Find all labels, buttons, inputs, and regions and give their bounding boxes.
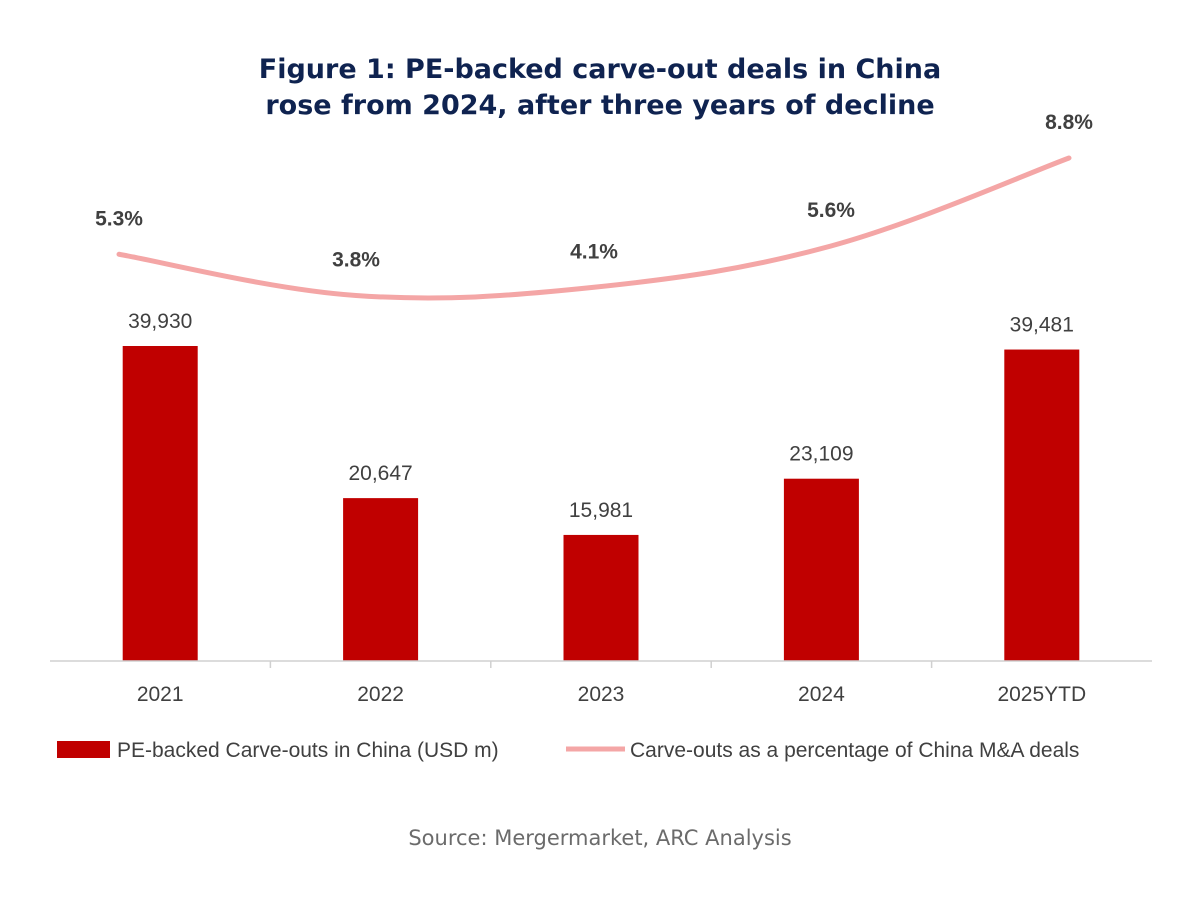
bar-value-labels: 39,930 20,647 15,981 23,109 39,481	[128, 310, 1074, 522]
title-line-2: rose from 2024, after three years of dec…	[265, 90, 935, 121]
bar-2021	[122, 346, 198, 661]
x-tick-label-2024: 2024	[798, 683, 845, 706]
bar-label-2023: 15,981	[569, 499, 633, 522]
bar-series	[122, 346, 1080, 661]
x-tick-label-2025YTD: 2025YTD	[997, 683, 1086, 706]
x-axis-ticks	[269, 661, 933, 668]
line-label-2021: 5.3%	[95, 207, 143, 230]
line-label-2023: 4.1%	[570, 240, 618, 263]
bar-label-2025YTD: 39,481	[1010, 314, 1074, 337]
x-axis-tick-labels: 2021 2022 2023 2024 2025YTD	[137, 683, 1086, 706]
title-line-1: Figure 1: PE-backed carve-out deals in C…	[258, 54, 942, 85]
x-tick-label-2023: 2023	[578, 683, 625, 706]
legend-bar-swatch	[57, 741, 110, 758]
bar-label-2021: 39,930	[128, 310, 192, 333]
bar-2022	[343, 498, 419, 661]
bar-2025YTD	[1004, 349, 1080, 661]
source-note: Source: Mergermarket, ARC Analysis	[408, 826, 792, 850]
bar-label-2024: 23,109	[789, 443, 853, 466]
chart-title: Figure 1: PE-backed carve-out deals in C…	[0, 52, 1200, 124]
bar-label-2022: 20,647	[348, 462, 412, 485]
line-label-2022: 3.8%	[332, 249, 380, 272]
x-tick-label-2022: 2022	[357, 683, 404, 706]
percentage-value-labels: 5.3% 3.8% 4.1% 5.6% 8.8%	[95, 111, 1093, 296]
bar-2023	[563, 534, 639, 661]
line-label-2024: 5.6%	[807, 199, 855, 222]
line-label-2025YTD: 8.8%	[1045, 111, 1093, 134]
percentage-line	[116, 155, 1072, 301]
legend-bar-label: PE-backed Carve-outs in China (USD m)	[117, 739, 499, 762]
legend-line-label: Carve-outs as a percentage of China M&A …	[630, 739, 1079, 762]
legend: PE-backed Carve-outs in China (USD m) Ca…	[57, 739, 1079, 762]
x-tick-label-2021: 2021	[137, 683, 184, 706]
bar-2024	[783, 478, 859, 661]
